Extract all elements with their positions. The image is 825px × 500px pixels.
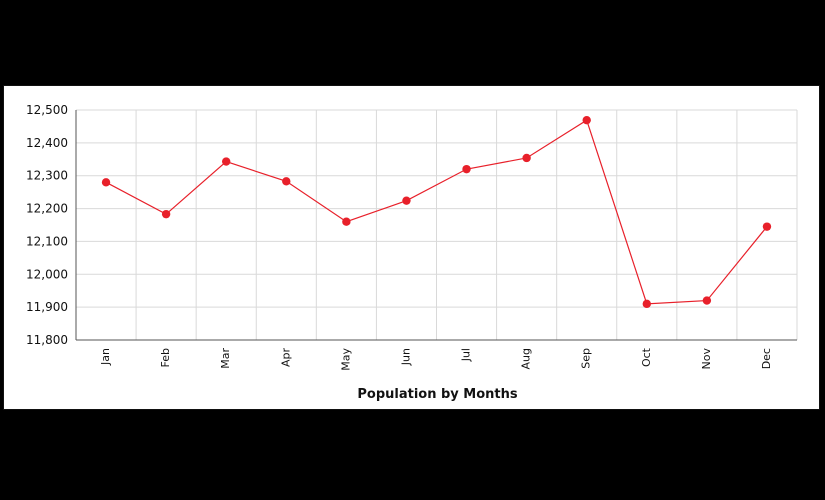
y-tick-label: 12,500	[26, 103, 68, 117]
x-tick-label: Jan	[99, 348, 112, 366]
x-tick-label: Nov	[700, 348, 713, 370]
x-tick-label: Jun	[399, 348, 412, 366]
x-axis-title: Population by Months	[357, 387, 518, 402]
y-tick-labels: 11,800 11,900 12,000 12,100 12,200 12,300 12,4…	[26, 103, 68, 347]
data-point	[222, 157, 231, 166]
x-tick-label: Aug	[520, 348, 533, 369]
data-point	[522, 153, 531, 163]
y-tick-label: 12,100	[26, 234, 68, 248]
series	[101, 115, 772, 309]
x-tick-label: Jul	[460, 348, 473, 362]
data-point	[582, 115, 591, 125]
x-tick-label: Oct	[640, 347, 653, 367]
series-line	[105, 119, 768, 305]
x-tick-labels: Jan Feb Mar Apr May Jun Jul Aug Sep Oct Nov Dec	[99, 347, 773, 370]
x-tick-label: Sep	[580, 348, 593, 369]
data-point	[101, 178, 111, 187]
data-point	[462, 164, 471, 174]
y-tick-label: 12,400	[26, 136, 68, 150]
data-point	[762, 222, 772, 231]
y-tick-label: 11,900	[26, 300, 68, 314]
y-tick-label: 12,000	[26, 267, 68, 281]
data-point	[342, 217, 351, 226]
line-chart: 11,800 11,900 12,000 12,100 12,200 12,300 12,4…	[26, 103, 798, 402]
y-tick-label: 12,200	[26, 202, 68, 216]
chart-frame: 11,800 11,900 12,000 12,100 12,200 12,300 12,4…	[3, 85, 820, 410]
y-tick-label: 11,800	[26, 333, 68, 347]
x-tick-label: Apr	[279, 348, 292, 368]
x-tick-label: Mar	[219, 348, 232, 369]
y-tick-label: 12,300	[26, 169, 68, 183]
data-point	[402, 196, 411, 205]
data-point	[282, 177, 291, 186]
data-point	[702, 296, 712, 305]
x-tick-label: May	[339, 348, 352, 371]
x-tick-label: Dec	[760, 348, 773, 369]
axes	[75, 110, 797, 341]
x-tick-label: Feb	[159, 348, 172, 367]
data-point	[642, 299, 651, 309]
grid-lines	[76, 109, 798, 340]
data-point	[161, 209, 171, 219]
